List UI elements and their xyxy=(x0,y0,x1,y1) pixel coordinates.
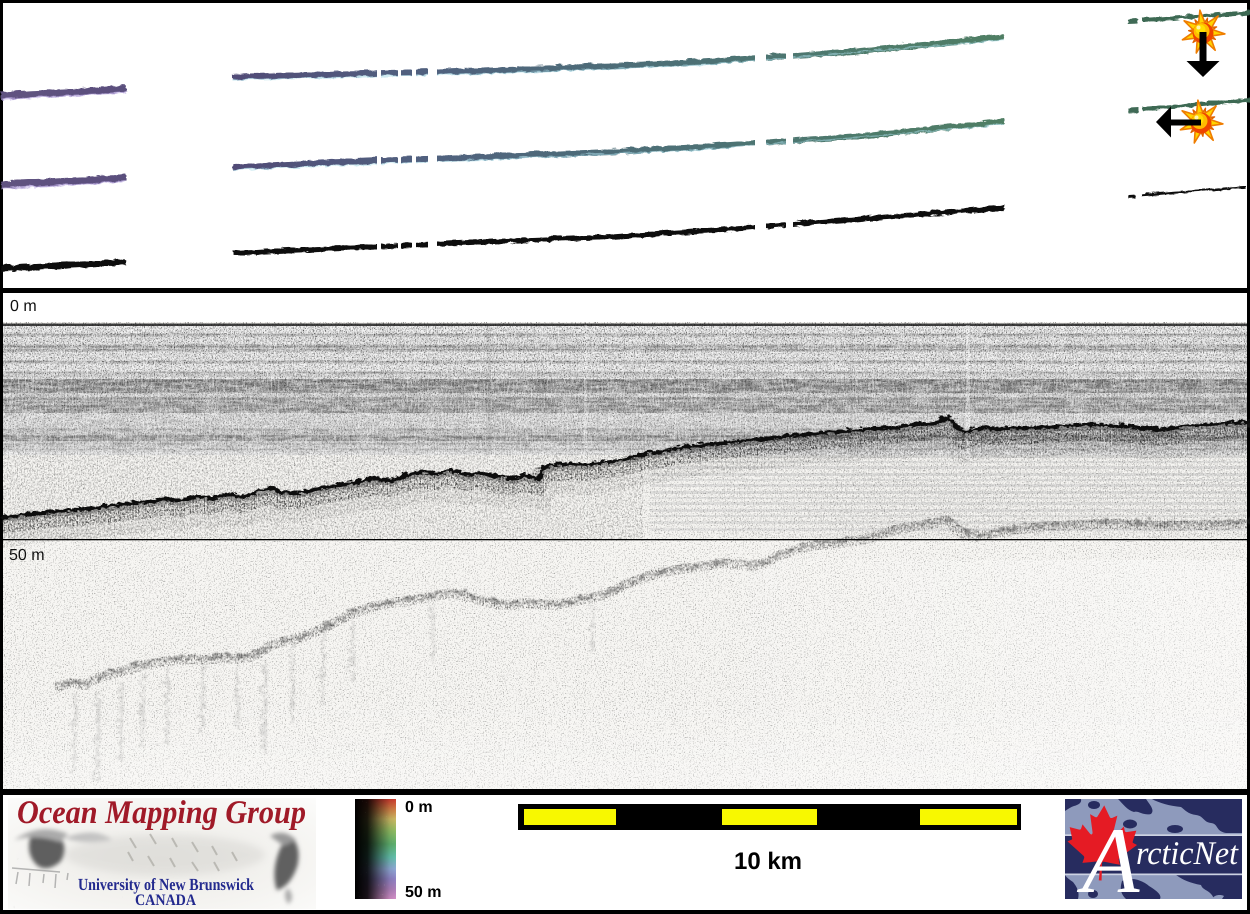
svg-text:0 m: 0 m xyxy=(10,298,37,315)
svg-text:0 m: 0 m xyxy=(405,799,433,816)
svg-text:A: A xyxy=(1076,809,1140,913)
svg-text:10 km: 10 km xyxy=(734,848,802,875)
svg-text:50 m: 50 m xyxy=(405,884,441,901)
svg-text:rcticNet: rcticNet xyxy=(1136,836,1239,872)
svg-text:Ocean Mapping Group: Ocean Mapping Group xyxy=(17,795,306,831)
svg-text:University of New Brunswick: University of New Brunswick xyxy=(78,875,254,894)
svg-text:50 m: 50 m xyxy=(9,547,45,564)
svg-text:CANADA: CANADA xyxy=(135,892,196,909)
